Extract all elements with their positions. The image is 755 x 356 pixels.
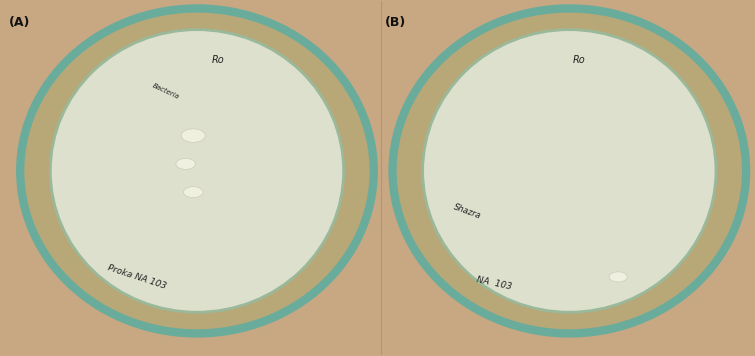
Ellipse shape: [393, 9, 746, 334]
Text: Ro: Ro: [212, 55, 225, 65]
Text: Bacteria: Bacteria: [152, 83, 180, 100]
Ellipse shape: [423, 30, 716, 312]
Text: NA  103: NA 103: [476, 275, 512, 291]
Ellipse shape: [609, 272, 627, 282]
Ellipse shape: [176, 158, 196, 169]
Ellipse shape: [183, 187, 203, 198]
Ellipse shape: [20, 9, 374, 334]
Ellipse shape: [181, 129, 205, 142]
Text: Ro: Ro: [573, 55, 586, 65]
Text: Proka NA 103: Proka NA 103: [106, 263, 168, 291]
Text: (A): (A): [9, 16, 30, 28]
Ellipse shape: [51, 30, 344, 312]
Text: Shazra: Shazra: [453, 202, 482, 220]
Text: (B): (B): [385, 16, 406, 28]
